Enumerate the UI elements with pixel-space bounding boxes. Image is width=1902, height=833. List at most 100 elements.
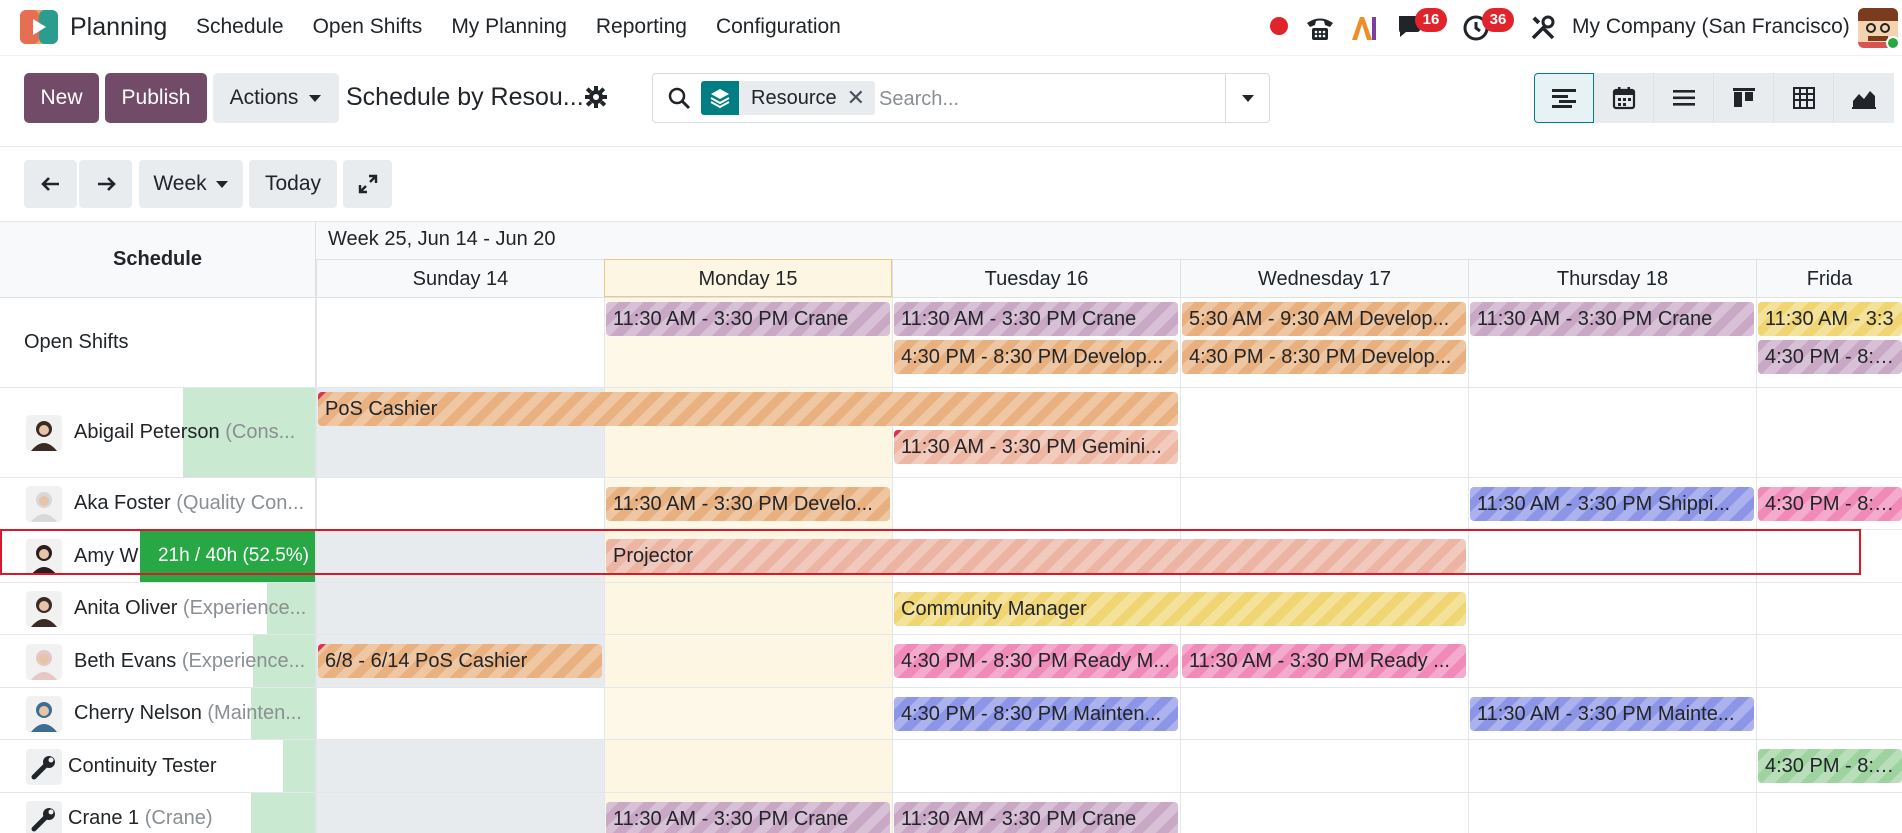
kanban-view-button[interactable] [1714,73,1774,123]
gantt-cell[interactable] [1180,793,1468,833]
shift-pill[interactable]: 11:30 AM - 3:30 PM Mainte... [1470,697,1754,731]
menu-reporting[interactable]: Reporting [595,15,687,38]
gantt-cell[interactable] [1756,298,1902,388]
gantt-cell[interactable] [892,298,1180,388]
search-input[interactable] [877,82,1217,116]
workload-progress-bar[interactable] [283,740,315,792]
gantt-cell[interactable] [1468,635,1756,688]
facet-remove-icon[interactable]: ✕ [846,85,866,110]
shift-pill[interactable]: 11:30 AM - 3:30 PM Crane [606,802,890,833]
workload-progress-bar[interactable] [251,688,315,739]
row-resource[interactable]: Anita Oliver (Experience... [0,583,316,635]
row-resource[interactable]: Crane 1 (Crane) [0,793,316,833]
row-resource[interactable]: 21h / 40h (52.5%) Amy W [0,530,316,583]
shift-pill[interactable]: 4:30 PM - 8:30 PM Develop... [894,340,1178,374]
gantt-cell[interactable] [316,583,604,635]
calendar-view-button[interactable] [1594,73,1654,123]
gantt-cell[interactable] [1180,688,1468,740]
today-button[interactable]: Today [249,160,337,208]
gantt-cell[interactable] [1756,740,1902,793]
gantt-cell[interactable] [892,688,1180,740]
shift-pill[interactable]: 4:30 PM - 8:30 [1758,340,1902,374]
gantt-view-button[interactable] [1534,73,1594,123]
shift-pill[interactable]: 11:30 AM - 3:30 PM Develo... [606,487,890,521]
row-open-shifts[interactable]: Open Shifts [0,298,316,388]
gantt-cell[interactable] [1468,793,1756,833]
workload-progress-bar[interactable] [267,583,315,634]
gantt-cell[interactable] [316,793,604,833]
search-icon[interactable] [667,86,691,110]
gantt-cell[interactable] [604,688,892,740]
search-options-toggle[interactable] [1225,74,1269,122]
row-resource[interactable]: Continuity Tester [0,740,316,793]
gantt-cell[interactable] [892,635,1180,688]
shift-pill[interactable]: 11:30 AM - 3:30 PM Crane [1470,302,1754,336]
next-button[interactable] [79,160,132,208]
gantt-cell[interactable] [1756,793,1902,833]
recording-dot-icon[interactable] [1270,17,1288,35]
shift-pill[interactable]: 4:30 PM - 8:30 [1758,487,1902,521]
shift-pill[interactable]: 5:30 AM - 9:30 AM Develop... [1182,302,1466,336]
scale-dropdown[interactable]: Week [139,160,243,208]
shift-pill[interactable]: 11:30 AM - 3:30 PM Gemini... [894,430,1178,464]
publish-button[interactable]: Publish [105,73,207,123]
expand-button[interactable] [343,160,392,208]
gantt-cell[interactable] [604,635,892,688]
menu-configuration[interactable]: Configuration [715,15,841,38]
shift-pill[interactable]: 11:30 AM - 3:30 PM Crane [894,302,1178,336]
gantt-cell[interactable] [1756,530,1902,583]
pivot-view-button[interactable] [1774,73,1834,123]
tools-icon[interactable] [1530,15,1556,41]
gantt-cell[interactable] [604,583,892,635]
actions-dropdown[interactable]: Actions [213,73,339,123]
gantt-cell[interactable] [1468,388,1756,478]
gantt-cell[interactable] [1468,298,1756,388]
gantt-cell[interactable] [316,478,604,530]
activity-button[interactable]: 36 [1462,8,1514,47]
gantt-cell[interactable] [1180,388,1468,478]
ai-icon[interactable] [1350,14,1378,42]
shift-pill[interactable]: 11:30 AM - 3:30 PM Crane [894,802,1178,833]
row-resource[interactable]: Abigail Peterson (Cons... [0,388,316,478]
shift-pill[interactable]: 11:30 AM - 3:30 PM Ready ... [1182,644,1466,678]
shift-pill[interactable]: 11:30 AM - 3:30 PM Crane [606,302,890,336]
app-name[interactable]: Planning [70,13,168,41]
gantt-cell[interactable] [1468,530,1756,583]
new-button[interactable]: New [24,73,99,123]
gantt-cell[interactable] [892,793,1180,833]
gantt-cell[interactable] [1468,688,1756,740]
gantt-cell[interactable] [604,740,892,793]
chat-button[interactable]: 16 [1395,8,1447,47]
row-resource[interactable]: Beth Evans (Experience... [0,635,316,688]
gantt-cell[interactable] [892,388,1180,478]
gantt-cell[interactable] [892,478,1180,530]
shift-pill[interactable]: 11:30 AM - 3:3 [1758,302,1902,336]
gantt-cell[interactable] [316,298,604,388]
previous-button[interactable] [24,160,77,208]
row-resource[interactable]: Cherry Nelson (Mainten... [0,688,316,740]
gantt-cell[interactable] [1756,388,1902,478]
workload-progress-bar[interactable] [251,793,315,833]
shift-pill[interactable]: 11:30 AM - 3:30 PM Shippi... [1470,487,1754,521]
workload-progress-bar[interactable] [253,635,315,687]
menu-schedule[interactable]: Schedule [196,15,284,38]
gear-icon[interactable] [585,86,607,108]
gantt-cell[interactable] [1180,298,1468,388]
workload-progress-bar[interactable] [183,388,315,477]
shift-pill[interactable]: 4:30 PM - 8:30 PM Mainten... [894,697,1178,731]
shift-pill[interactable]: Projector [606,539,1466,573]
shift-pill[interactable]: Community Manager [894,592,1466,626]
company-switcher[interactable]: My Company (San Francisco) [1572,15,1850,38]
gantt-cell[interactable] [1468,740,1756,793]
gantt-cell[interactable] [1468,583,1756,635]
shift-pill[interactable]: 4:30 PM - 8:30 PM Develop... [1182,340,1466,374]
gantt-cell[interactable] [316,530,604,583]
gantt-cell[interactable] [316,688,604,740]
shift-pill[interactable]: 4:30 PM - 8:30 [1758,749,1902,783]
shift-pill[interactable]: 6/8 - 6/14 PoS Cashier [318,644,602,678]
gantt-cell[interactable] [1180,635,1468,688]
graph-view-button[interactable] [1834,73,1894,123]
gantt-cell[interactable] [1756,688,1902,740]
menu-open-shifts[interactable]: Open Shifts [312,15,423,38]
workload-progress-bar[interactable]: 21h / 40h (52.5%) [140,530,315,582]
